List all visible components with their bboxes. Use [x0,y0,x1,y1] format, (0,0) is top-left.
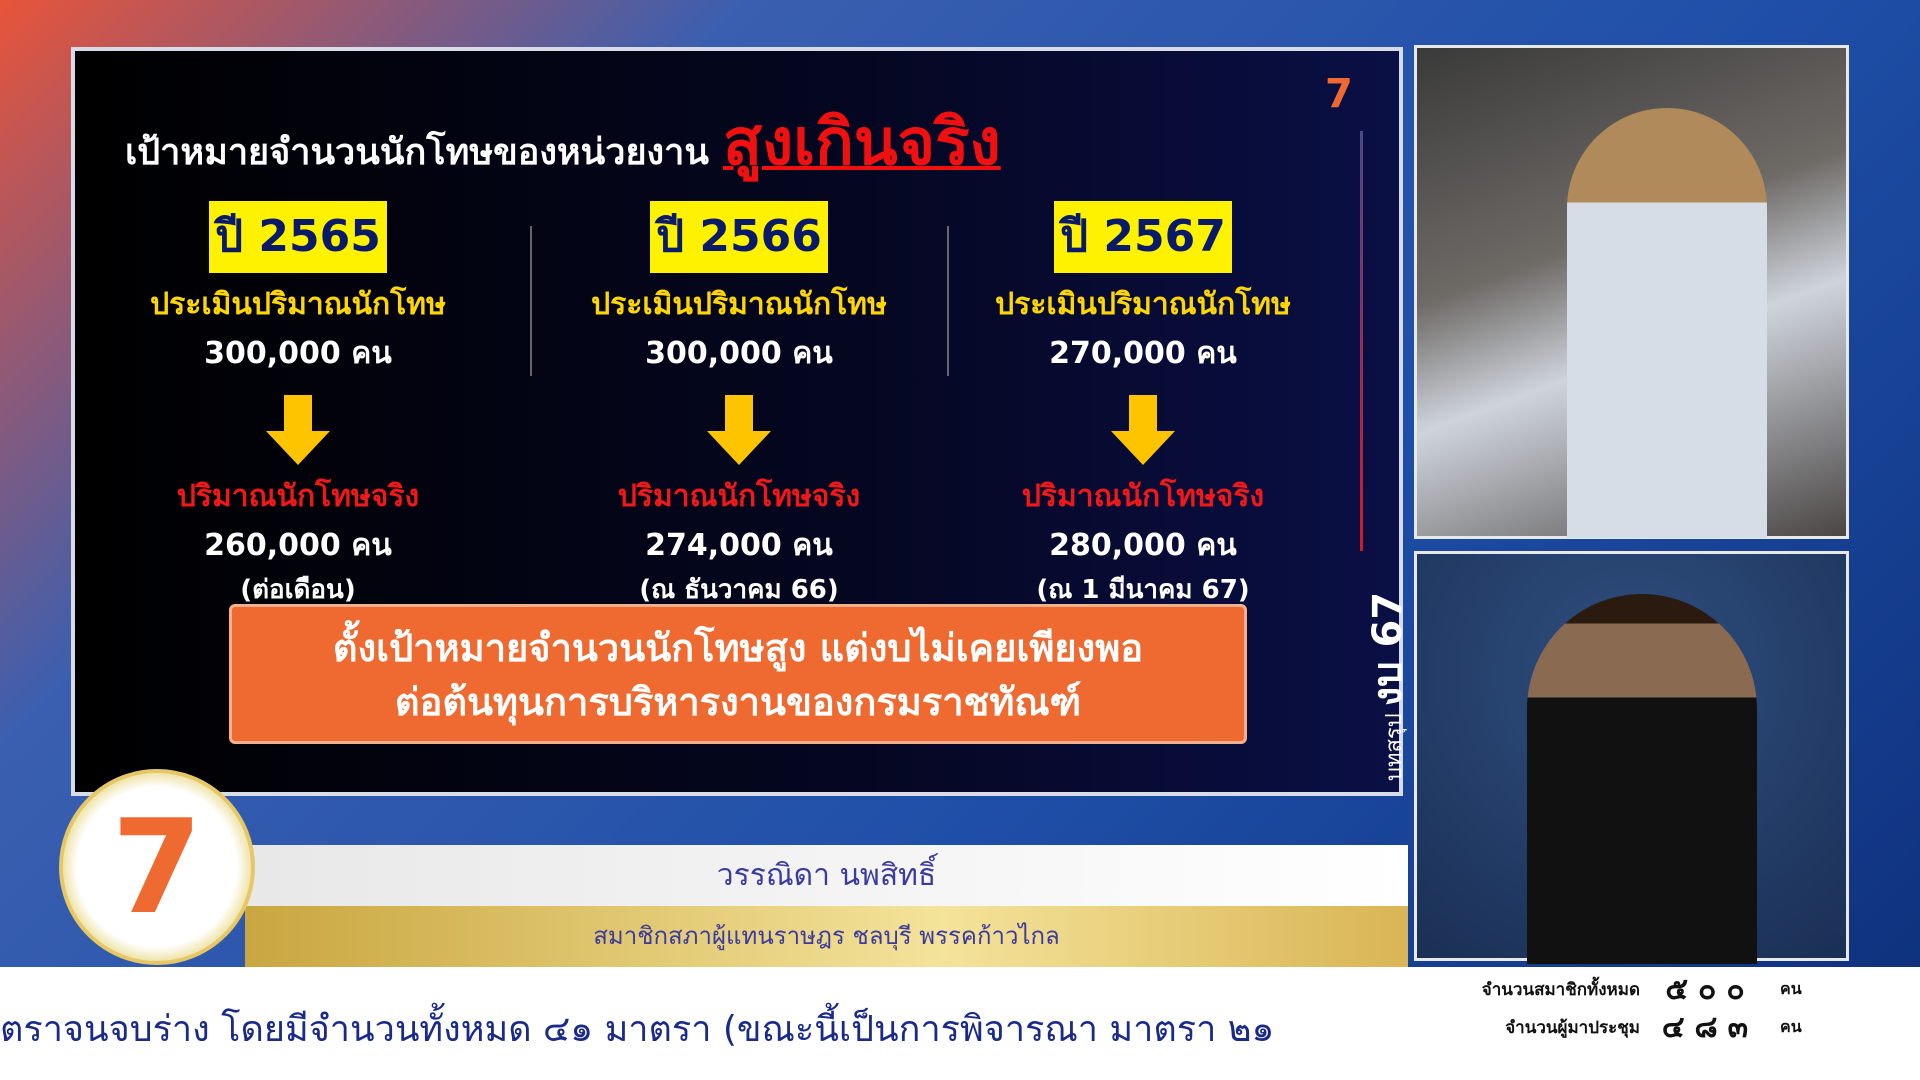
estimate-value: 270,000 คน [1049,336,1237,371]
speaker-role: สมาชิกสภาผู้แทนราษฎร ชลบุรี พรรคก้าวไกล [245,906,1408,967]
stat-row-attendees: จำนวนผู้มาประชุม ๔๘๓ คน [1430,1008,1920,1046]
side-label-small: บทสรุป [1382,713,1407,781]
side-label: บทสรุป งบ 67 [1355,581,1411,781]
estimate-label: ประเมินปริมาณนักโทษ [150,287,446,322]
slide-title: เป้าหมายจำนวนนักโทษของหน่วยงาน สูงเกินจริ… [125,91,1125,193]
actual-value: 260,000 คน [204,528,392,563]
actual-value: 280,000 คน [1049,528,1237,563]
estimate-label: ประเมินปริมาณนักโทษ [995,287,1291,322]
stat-value: ๕๐๐ [1665,971,1755,1007]
year-column-2566: ปี 2566 ประเมินปริมาณนักโทษ 300,000 คน ป… [539,201,939,610]
presentation-slide: เป้าหมายจำนวนนักโทษของหน่วยงาน สูงเกินจริ… [71,47,1411,796]
channel-logo: 7 [59,769,255,965]
actual-note: (ต่อเดือน) [240,575,356,605]
estimate-value: 300,000 คน [204,336,392,371]
divider [947,226,949,376]
summary-callout: ตั้งเป้าหมายจำนวนนักโทษสูง แต่งบไม่เคยเพ… [229,604,1247,744]
actual-label: ปริมาณนักโทษจริง [617,479,861,514]
stat-unit: คน [1780,978,1802,998]
sign-language-interpreter-feed [1414,551,1849,964]
decorative-line [1360,131,1363,551]
channel-logo-icon: 7 [1325,71,1353,117]
year-column-2567: ปี 2567 ประเมินปริมาณนักโทษ 270,000 คน ป… [943,201,1343,610]
callout-line-2: ต่อต้นทุนการบริหารงานของกรมราชทัณฑ์ [394,680,1082,724]
year-label: ปี 2566 [650,201,828,273]
estimate-label: ประเมินปริมาณนักโทษ [591,287,887,322]
stat-label: จำนวนผู้มาประชุม [1505,1017,1640,1038]
year-label: ปี 2567 [1054,201,1232,273]
stat-label: จำนวนสมาชิกทั้งหมด [1481,979,1640,1000]
attendance-stats: จำนวนสมาชิกทั้งหมด ๕๐๐ คน จำนวนผู้มาประช… [1430,970,1920,1050]
ticker-text: ตราจนจบร่าง โดยมีจำนวนทั้งหมด ๔๑ มาตรา (… [0,1009,1275,1050]
estimate-value: 300,000 คน [645,336,833,371]
down-arrow-icon [943,395,1343,465]
actual-label: ปริมาณนักโทษจริง [176,479,420,514]
speaker-camera-feed [1414,45,1849,539]
year-column-2565: ปี 2565 ประเมินปริมาณนักโทษ 300,000 คน ป… [98,201,498,610]
actual-value: 274,000 คน [645,528,833,563]
down-arrow-icon [98,395,498,465]
year-label: ปี 2565 [209,201,387,273]
down-arrow-icon [539,395,939,465]
actual-label: ปริมาณนักโทษจริง [1021,479,1265,514]
actual-note: (ณ ธันวาคม 66) [639,575,839,605]
side-label-big: งบ 67 [1365,591,1411,707]
title-highlight: สูงเกินจริง [722,106,1001,180]
divider [530,226,532,376]
speaker-name: วรรณิดา นพสิทธิ์ [245,845,1408,906]
callout-line-1: ตั้งเป้าหมายจำนวนนักโทษสูง แต่งบไม่เคยเพ… [332,626,1144,670]
actual-note: (ณ 1 มีนาคม 67) [1036,575,1250,605]
title-text: เป้าหมายจำนวนนักโทษของหน่วยงาน [125,132,709,173]
stat-row-total-members: จำนวนสมาชิกทั้งหมด ๕๐๐ คน [1430,970,1920,1008]
stat-unit: คน [1780,1016,1802,1036]
stat-value: ๔๘๓ [1661,1009,1759,1045]
news-ticker-bar [0,967,1920,1080]
